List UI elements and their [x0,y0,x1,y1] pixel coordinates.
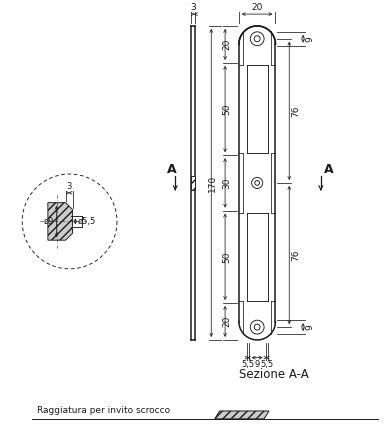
Text: 50: 50 [222,103,231,115]
Text: 9: 9 [254,360,260,369]
Text: Raggiatura per invito scrocco: Raggiatura per invito scrocco [37,406,170,415]
Text: A: A [324,163,334,176]
Text: 5,5: 5,5 [260,360,273,369]
Text: 20: 20 [222,316,231,327]
Text: 76: 76 [291,105,300,116]
Text: 9: 9 [305,36,314,41]
Polygon shape [215,411,269,419]
Text: Sezione A-A: Sezione A-A [239,367,309,381]
Text: ø5,5: ø5,5 [77,217,96,226]
Text: 20: 20 [222,39,231,50]
Text: 170: 170 [208,174,217,191]
Text: 9: 9 [305,324,314,330]
Text: A: A [168,163,177,176]
Polygon shape [191,176,195,190]
Polygon shape [48,203,73,240]
Text: 76: 76 [291,249,300,261]
Text: 50: 50 [222,251,231,262]
Text: 5,5: 5,5 [241,360,254,369]
Text: ø9: ø9 [43,217,54,226]
Text: 3: 3 [190,3,196,12]
Text: 30: 30 [222,177,231,189]
Text: 3: 3 [66,182,72,191]
Text: 20: 20 [252,3,263,12]
